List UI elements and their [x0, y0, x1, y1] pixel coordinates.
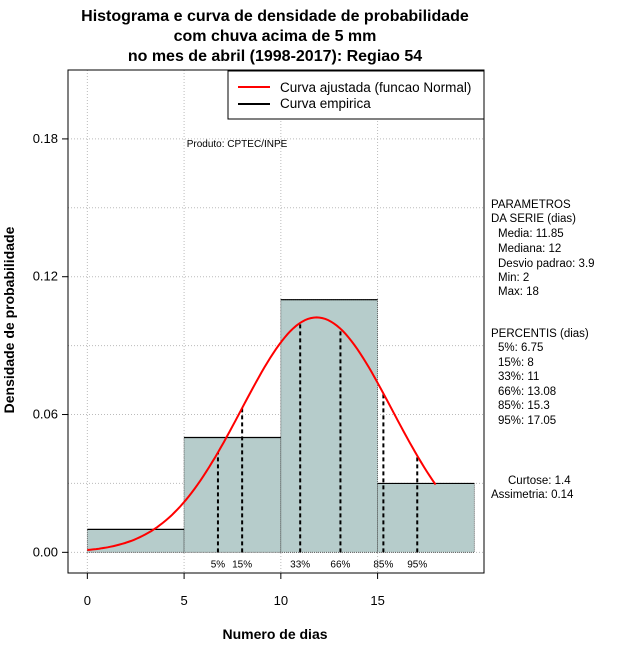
plot-frame — [67, 69, 485, 574]
percentile-label: 95% — [407, 559, 427, 570]
params-title-2: DA SERIE (dias) — [491, 213, 576, 225]
chart-title-line-2: com chuva acima de 5 mm — [174, 28, 377, 45]
x-axis-label: Numero de dias — [222, 626, 327, 642]
y-axis-label: Densidade de probabilidade — [1, 226, 17, 413]
product-annotation: Produto: CPTEC/INPE — [187, 139, 288, 150]
x-tick-label: 0 — [84, 593, 91, 608]
percentil-66: 66%: 13.08 — [498, 386, 556, 398]
percentile-lines: 5% 15% 33% 66% 85% 95% — [211, 322, 427, 570]
percentile-label: 85% — [373, 559, 393, 570]
percentil-15: 15%: 8 — [498, 357, 534, 369]
percentil-85: 85%: 15.3 — [498, 400, 550, 412]
histogram-bar — [377, 483, 475, 553]
chart-title-line-3: no mes de abril (1998-2017): Regiao 54 — [128, 48, 422, 65]
x-tick-label: 5 — [180, 593, 187, 608]
histogram-bar — [183, 437, 282, 553]
y-tick-label: 0.00 — [33, 544, 58, 559]
percentil-5: 5%: 6.75 — [498, 342, 543, 354]
param-min: Min: 2 — [498, 272, 529, 284]
percentil-33: 33%: 11 — [498, 371, 539, 383]
side-panel: PARAMETROS DA SERIE (dias) Media: 11.85 … — [491, 199, 595, 501]
y-tick-label: 0.18 — [33, 131, 58, 146]
percentile-label: 15% — [232, 559, 252, 570]
params-title-1: PARAMETROS — [491, 199, 571, 211]
param-mean: Media: 11.85 — [498, 228, 564, 240]
percentis-title: PERCENTIS (dias) — [491, 328, 589, 340]
kurtosis-value: Curtose: 1.4 — [508, 475, 571, 487]
fit-curve-layer — [87, 316, 437, 551]
percentil-95: 95%: 17.05 — [498, 415, 556, 427]
skewness-value: Assimetria: 0.14 — [491, 489, 574, 501]
y-tick-label: 0.06 — [33, 407, 58, 422]
param-max: Max: 18 — [498, 286, 539, 298]
param-stddev: Desvio padrao: 3.9 — [498, 258, 595, 270]
chart-title-line-1: Histograma e curva de densidade de proba… — [81, 8, 469, 25]
legend-empirical-label: Curva empirica — [280, 96, 371, 111]
param-median: Mediana: 12 — [498, 243, 561, 255]
legend-box — [227, 70, 485, 120]
x-tick-label: 10 — [274, 593, 288, 608]
percentile-label: 66% — [330, 559, 350, 570]
y-tick-label: 0.12 — [33, 269, 58, 284]
legend: Curva ajustada (funcao Normal) Curva emp… — [227, 70, 485, 120]
histogram-bars — [86, 299, 475, 553]
axes: 0.00 0.06 0.12 0.18 0 5 10 15 — [33, 131, 385, 608]
percentile-label: 33% — [290, 559, 310, 570]
legend-fit-label: Curva ajustada (funcao Normal) — [280, 80, 471, 95]
fit-curve-line — [87, 316, 437, 551]
histogram-bar — [280, 299, 378, 553]
x-tick-label: 15 — [370, 593, 384, 608]
percentile-label: 5% — [211, 559, 226, 570]
